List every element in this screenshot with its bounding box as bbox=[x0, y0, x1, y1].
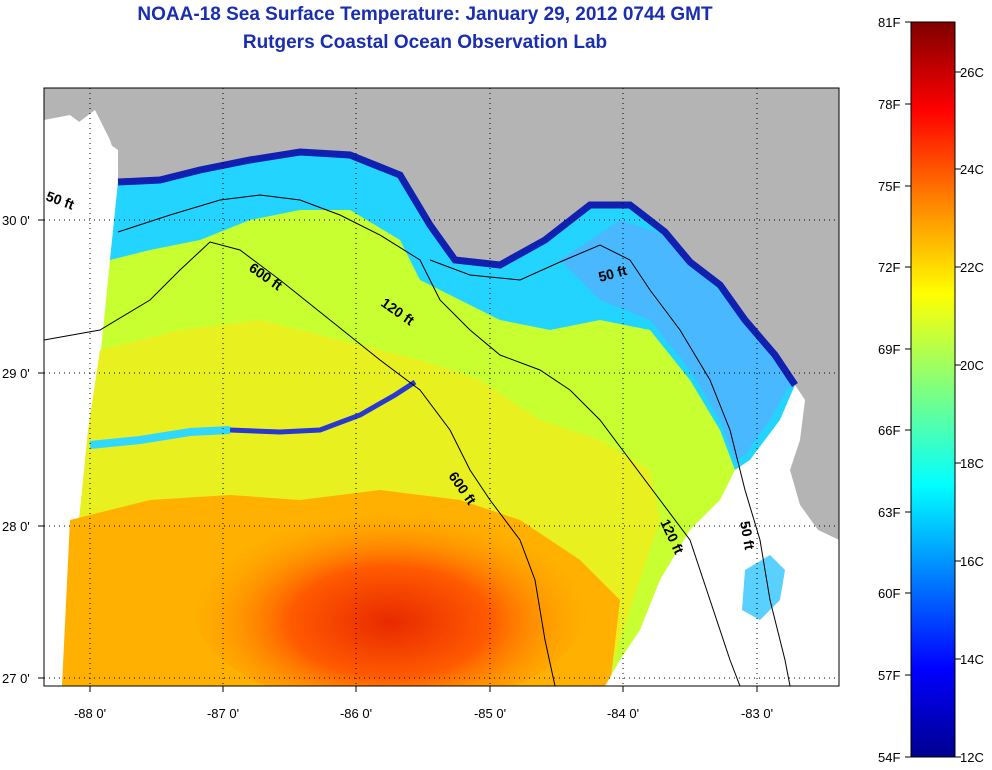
colorbar-f-label: 72F bbox=[878, 260, 900, 275]
coast-cold-edge bbox=[117, 148, 798, 387]
tick-marks bbox=[38, 219, 758, 692]
cold-filament-west bbox=[89, 426, 231, 449]
plot-frame bbox=[43, 87, 840, 687]
colorbar-f-label: 78F bbox=[878, 97, 900, 112]
contour-600ft bbox=[44, 241, 556, 686]
map-title: NOAA-18 Sea Surface Temperature: January… bbox=[137, 4, 713, 25]
lon-tick-label: -88 0' bbox=[74, 706, 106, 721]
colorbar-f-label: 69F bbox=[878, 342, 900, 357]
colorbar-f-label: 60F bbox=[878, 586, 900, 601]
lon-tick-label: -84 0' bbox=[607, 706, 639, 721]
land-west bbox=[44, 110, 118, 210]
colorbar-c-label: 20C bbox=[960, 358, 984, 373]
cold-filament bbox=[229, 379, 417, 435]
colorbar-c-label: 22C bbox=[960, 260, 984, 275]
colorbar-f-label: 57F bbox=[878, 668, 900, 683]
colorbar-f-label: 63F bbox=[878, 505, 900, 520]
sst-warm-core bbox=[190, 490, 590, 686]
lon-tick-label: -83 0' bbox=[741, 706, 773, 721]
lat-tick-label: 29 0' bbox=[2, 366, 30, 381]
colorbar-c-label: 24C bbox=[960, 162, 984, 177]
lon-tick-label: -86 0' bbox=[340, 706, 372, 721]
colorbar-f-label: 54F bbox=[878, 750, 900, 765]
contour-label: 50 ft bbox=[737, 520, 758, 551]
sst-east-zone bbox=[560, 220, 790, 460]
bay-patch bbox=[742, 555, 785, 620]
map-subtitle: Rutgers Coastal Ocean Observation Lab bbox=[242, 32, 608, 53]
colorbar-f-label: 75F bbox=[878, 179, 900, 194]
colorbar-c-label: 14C bbox=[960, 652, 984, 667]
contour-label: 50 ft bbox=[597, 262, 629, 285]
lat-tick-label: 27 0' bbox=[2, 671, 30, 686]
lon-tick-label: -87 0' bbox=[207, 706, 239, 721]
colorbar-c-label: 18C bbox=[960, 456, 984, 471]
contour-50ft bbox=[429, 244, 791, 686]
colorbar bbox=[910, 21, 956, 758]
colorbar-f-label: 66F bbox=[878, 423, 900, 438]
land-peninsula bbox=[605, 385, 839, 686]
colorbar-c-label: 26C bbox=[960, 65, 984, 80]
colorbar-f-label: 81F bbox=[878, 15, 900, 30]
colorbar-ticks bbox=[905, 21, 961, 758]
lat-tick-label: 30 0' bbox=[2, 213, 30, 228]
land-mass bbox=[44, 88, 839, 540]
contour-120ft bbox=[117, 194, 741, 686]
lat-tick-label: 28 0' bbox=[2, 519, 30, 534]
lon-tick-label: -85 0' bbox=[474, 706, 506, 721]
colorbar-c-label: 16C bbox=[960, 554, 984, 569]
colorbar-c-label: 12C bbox=[960, 750, 984, 765]
